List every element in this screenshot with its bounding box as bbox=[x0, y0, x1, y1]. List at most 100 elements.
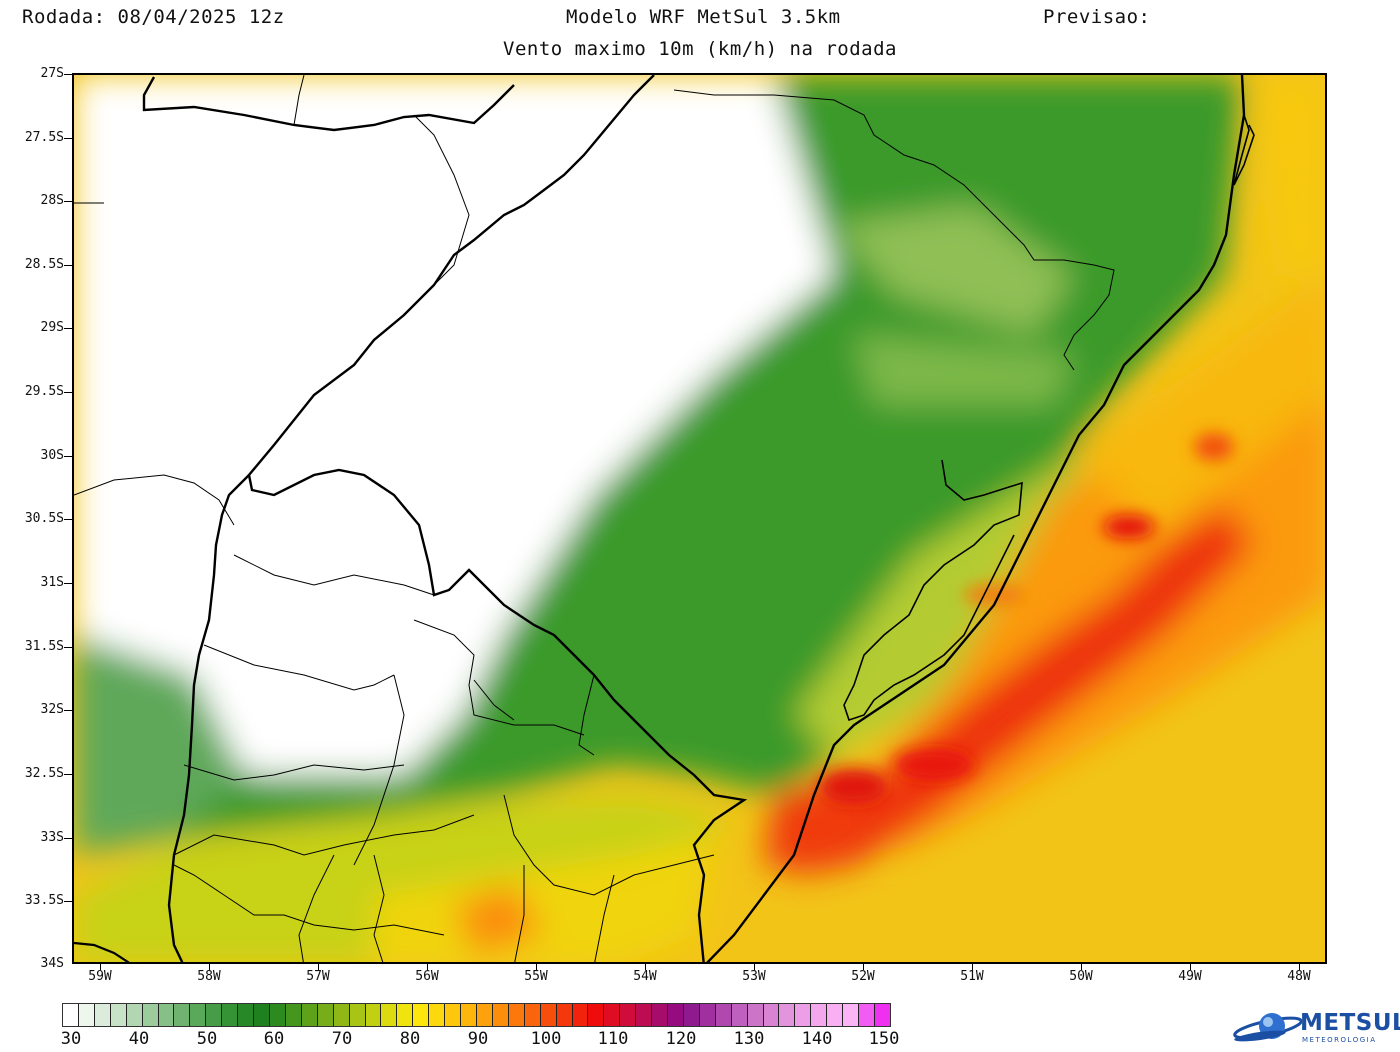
colorbar-cell bbox=[636, 1004, 653, 1026]
colorbar-cell bbox=[476, 1004, 493, 1026]
colorbar-cell bbox=[843, 1004, 860, 1026]
lon-label: 50W bbox=[1069, 969, 1093, 984]
colorbar-cell bbox=[301, 1004, 318, 1026]
colorbar-cell bbox=[110, 1004, 127, 1026]
colorbar-cell bbox=[492, 1004, 509, 1026]
wind-field bbox=[74, 75, 1325, 962]
colorbar-cell bbox=[604, 1004, 621, 1026]
colorbar-cell bbox=[222, 1004, 239, 1026]
colorbar-cell bbox=[254, 1004, 270, 1026]
colorbar-cell bbox=[397, 1004, 414, 1026]
colorbar-label: 140 bbox=[801, 1029, 833, 1049]
colorbar-cell bbox=[174, 1004, 191, 1026]
wind-shading bbox=[74, 75, 1325, 962]
colorbar bbox=[62, 1003, 891, 1027]
colorbar-cell bbox=[269, 1004, 286, 1026]
lat-label: 30S bbox=[40, 448, 64, 463]
colorbar-cell bbox=[238, 1004, 255, 1026]
colorbar-cell bbox=[683, 1004, 700, 1026]
colorbar-label: 120 bbox=[665, 1029, 697, 1049]
model-label: Modelo WRF MetSul 3.5km bbox=[566, 6, 841, 28]
colorbar-cell bbox=[142, 1004, 159, 1026]
colorbar-cell bbox=[63, 1004, 79, 1026]
colorbar-cell bbox=[158, 1004, 175, 1026]
lon-label: 57W bbox=[306, 969, 330, 984]
lon-label: 59W bbox=[88, 969, 112, 984]
colorbar-cell bbox=[445, 1004, 462, 1026]
wind-map bbox=[72, 73, 1327, 964]
colorbar-cell bbox=[763, 1004, 780, 1026]
colorbar-cell bbox=[381, 1004, 398, 1026]
metsul-logo: METSUL METEOROLOGIA bbox=[1232, 1008, 1400, 1048]
lat-label: 30.5S bbox=[24, 511, 64, 526]
lon-label: 48W bbox=[1287, 969, 1311, 984]
colorbar-cell bbox=[508, 1004, 525, 1026]
lon-label: 55W bbox=[524, 969, 548, 984]
colorbar-cell bbox=[429, 1004, 446, 1026]
colorbar-cell bbox=[94, 1004, 111, 1026]
colorbar-label: 100 bbox=[530, 1029, 562, 1049]
colorbar-label: 80 bbox=[399, 1029, 421, 1049]
lon-label: 52W bbox=[851, 969, 875, 984]
colorbar-cell bbox=[827, 1004, 844, 1026]
colorbar-cell bbox=[365, 1004, 382, 1026]
colorbar-label: 150 bbox=[868, 1029, 900, 1049]
colorbar-cell bbox=[78, 1004, 95, 1026]
colorbar-label: 90 bbox=[467, 1029, 489, 1049]
colorbar-cell bbox=[859, 1004, 876, 1026]
lon-label: 51W bbox=[960, 969, 984, 984]
globe-icon bbox=[1233, 1013, 1303, 1042]
lat-label: 34S bbox=[40, 956, 64, 971]
colorbar-cell bbox=[126, 1004, 143, 1026]
forecast-label: Previsao: bbox=[1043, 6, 1151, 28]
colorbar-cell bbox=[540, 1004, 557, 1026]
colorbar-cell bbox=[811, 1004, 828, 1026]
lat-label: 29S bbox=[40, 320, 64, 335]
lon-label: 53W bbox=[742, 969, 766, 984]
colorbar-label: 110 bbox=[597, 1029, 629, 1049]
colorbar-cell bbox=[731, 1004, 748, 1026]
lat-label: 27.5S bbox=[24, 130, 64, 145]
colorbar-cell bbox=[779, 1004, 796, 1026]
colorbar-cell bbox=[413, 1004, 430, 1026]
logo-tagline: METEOROLOGIA bbox=[1302, 1036, 1377, 1044]
colorbar-label: 30 bbox=[60, 1029, 82, 1049]
colorbar-cell bbox=[349, 1004, 366, 1026]
lon-label: 49W bbox=[1178, 969, 1202, 984]
colorbar-label: 60 bbox=[263, 1029, 285, 1049]
lon-label: 54W bbox=[633, 969, 657, 984]
colorbar-cell bbox=[572, 1004, 589, 1026]
colorbar-cell bbox=[461, 1004, 477, 1026]
colorbar-cell bbox=[317, 1004, 334, 1026]
lat-label: 33.5S bbox=[24, 893, 64, 908]
wind-detail bbox=[820, 433, 1234, 805]
borders bbox=[74, 75, 1255, 962]
colorbar-cell bbox=[747, 1004, 764, 1026]
colorbar-cell bbox=[715, 1004, 732, 1026]
colorbar-cell bbox=[699, 1004, 716, 1026]
colorbar-cell bbox=[795, 1004, 812, 1026]
logo-name: METSUL bbox=[1300, 1010, 1400, 1036]
lat-label: 28S bbox=[40, 193, 64, 208]
colorbar-cell bbox=[652, 1004, 669, 1026]
colorbar-cell bbox=[668, 1004, 684, 1026]
colorbar-cell bbox=[620, 1004, 637, 1026]
lat-label: 31.5S bbox=[24, 639, 64, 654]
colorbar-cell bbox=[333, 1004, 350, 1026]
lon-label: 58W bbox=[197, 969, 221, 984]
map-subtitle: Vento maximo 10m (km/h) na rodada bbox=[503, 38, 897, 60]
colorbar-cell bbox=[190, 1004, 207, 1026]
lon-label: 56W bbox=[415, 969, 439, 984]
colorbar-label: 70 bbox=[331, 1029, 353, 1049]
colorbar-cell bbox=[206, 1004, 223, 1026]
lat-label: 27S bbox=[40, 66, 64, 81]
lat-label: 31S bbox=[40, 575, 64, 590]
lat-label: 28.5S bbox=[24, 257, 64, 272]
lat-label: 32S bbox=[40, 702, 64, 717]
colorbar-cell bbox=[285, 1004, 302, 1026]
lat-label: 33S bbox=[40, 830, 64, 845]
run-label: Rodada: 08/04/2025 12z bbox=[22, 6, 285, 28]
colorbar-cell bbox=[588, 1004, 605, 1026]
colorbar-label: 130 bbox=[733, 1029, 765, 1049]
lat-label: 29.5S bbox=[24, 384, 64, 399]
